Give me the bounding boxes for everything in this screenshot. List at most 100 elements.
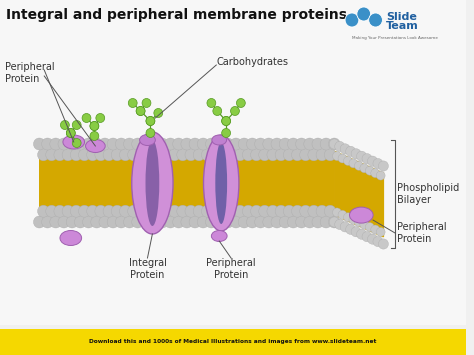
Circle shape [95, 205, 107, 217]
Circle shape [360, 164, 369, 173]
Circle shape [87, 205, 99, 217]
Circle shape [177, 149, 189, 161]
Text: Integral and peripheral membrane proteins: Integral and peripheral membrane protein… [6, 8, 347, 22]
Circle shape [146, 129, 155, 137]
Ellipse shape [211, 230, 227, 241]
Circle shape [136, 149, 147, 161]
Circle shape [115, 138, 127, 150]
Circle shape [103, 205, 115, 217]
Circle shape [259, 149, 271, 161]
Circle shape [287, 216, 299, 228]
Circle shape [338, 154, 347, 163]
Circle shape [37, 149, 49, 161]
Text: Peripheral
Protein: Peripheral Protein [206, 258, 256, 280]
Circle shape [230, 106, 239, 115]
Ellipse shape [60, 230, 82, 246]
Circle shape [312, 216, 324, 228]
Circle shape [156, 216, 168, 228]
Circle shape [328, 216, 340, 228]
Circle shape [144, 205, 156, 217]
Circle shape [355, 218, 363, 227]
Circle shape [267, 149, 279, 161]
Circle shape [263, 216, 274, 228]
Text: Peripheral
Protein: Peripheral Protein [397, 222, 447, 244]
Circle shape [344, 157, 352, 165]
Circle shape [95, 149, 107, 161]
Circle shape [181, 138, 193, 150]
Circle shape [234, 205, 246, 217]
Circle shape [296, 138, 308, 150]
Circle shape [357, 7, 371, 21]
Circle shape [66, 129, 75, 137]
Circle shape [378, 161, 388, 171]
Circle shape [142, 98, 151, 108]
Circle shape [136, 106, 145, 115]
Circle shape [74, 216, 86, 228]
Circle shape [99, 138, 111, 150]
Circle shape [246, 216, 258, 228]
Circle shape [237, 98, 245, 108]
Circle shape [146, 116, 155, 126]
Circle shape [173, 216, 184, 228]
Circle shape [177, 205, 189, 217]
Ellipse shape [146, 140, 159, 226]
Circle shape [79, 205, 90, 217]
Circle shape [207, 98, 216, 108]
Text: Team: Team [386, 21, 419, 31]
Circle shape [193, 149, 205, 161]
Circle shape [54, 205, 66, 217]
Circle shape [46, 205, 57, 217]
Circle shape [371, 225, 380, 234]
Circle shape [46, 149, 57, 161]
Circle shape [169, 205, 181, 217]
Circle shape [136, 205, 147, 217]
Circle shape [82, 138, 94, 150]
Circle shape [205, 216, 217, 228]
Circle shape [238, 138, 250, 150]
Circle shape [82, 114, 91, 122]
Circle shape [42, 138, 54, 150]
Circle shape [320, 216, 332, 228]
Text: Making Your Presentations Look Awesome: Making Your Presentations Look Awesome [352, 36, 438, 40]
Circle shape [255, 216, 266, 228]
Circle shape [356, 151, 366, 161]
Circle shape [173, 138, 184, 150]
Circle shape [66, 138, 78, 150]
Circle shape [333, 152, 341, 160]
Bar [0, 329, 466, 355]
Circle shape [255, 138, 266, 150]
Circle shape [340, 222, 350, 232]
Circle shape [189, 216, 201, 228]
Circle shape [160, 205, 172, 217]
Circle shape [119, 149, 131, 161]
Text: Download this and 1000s of Medical Illustrations and images from www.slideteam.n: Download this and 1000s of Medical Illus… [89, 339, 377, 344]
Circle shape [218, 205, 229, 217]
Circle shape [362, 231, 372, 242]
Circle shape [90, 131, 99, 141]
Circle shape [304, 216, 316, 228]
Circle shape [54, 149, 66, 161]
Circle shape [246, 138, 258, 150]
Circle shape [128, 98, 137, 108]
Circle shape [128, 149, 139, 161]
Circle shape [152, 149, 164, 161]
Circle shape [119, 205, 131, 217]
Circle shape [148, 138, 160, 150]
Circle shape [242, 205, 254, 217]
Circle shape [148, 216, 160, 228]
Circle shape [340, 144, 350, 154]
Circle shape [50, 138, 62, 150]
Circle shape [37, 205, 49, 217]
Circle shape [124, 138, 136, 150]
Circle shape [328, 138, 340, 150]
Circle shape [316, 205, 328, 217]
Text: Integral
Protein: Integral Protein [128, 258, 166, 280]
Circle shape [308, 205, 319, 217]
Circle shape [124, 216, 136, 228]
Circle shape [259, 205, 271, 217]
Circle shape [376, 171, 385, 180]
Circle shape [338, 211, 347, 219]
Ellipse shape [63, 135, 84, 149]
Circle shape [226, 149, 238, 161]
Circle shape [304, 138, 316, 150]
